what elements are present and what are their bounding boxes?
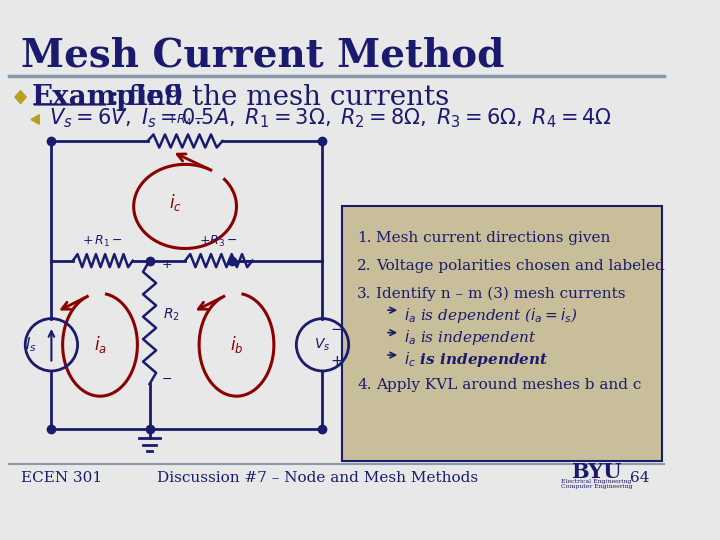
FancyBboxPatch shape xyxy=(342,206,662,461)
Text: : find the mesh currents: : find the mesh currents xyxy=(110,84,449,111)
Text: $i_a$: $i_a$ xyxy=(94,334,107,355)
Text: $R_2$: $R_2$ xyxy=(163,307,179,323)
Text: 2.: 2. xyxy=(357,259,372,273)
Text: ECEN 301: ECEN 301 xyxy=(21,470,102,484)
Text: $-$: $-$ xyxy=(161,372,172,385)
Text: $-$: $-$ xyxy=(330,321,343,335)
Text: $+R_4-$: $+R_4-$ xyxy=(166,113,204,128)
Text: BYU: BYU xyxy=(571,462,621,482)
Text: Mesh Current Method: Mesh Current Method xyxy=(21,36,504,74)
Text: $i_c$ is independent: $i_c$ is independent xyxy=(404,350,549,369)
Text: $i_a$ is independent: $i_a$ is independent xyxy=(404,328,536,347)
Text: $i_c$: $i_c$ xyxy=(169,192,182,213)
Text: 64: 64 xyxy=(630,470,649,484)
Text: Identify n – m (3) mesh currents: Identify n – m (3) mesh currents xyxy=(376,287,625,301)
Text: 4.: 4. xyxy=(357,379,372,393)
Text: 3.: 3. xyxy=(357,287,372,301)
Text: $+\,R_1-$: $+\,R_1-$ xyxy=(83,234,123,249)
Text: $+$: $+$ xyxy=(330,355,343,369)
Text: 1.: 1. xyxy=(357,231,372,245)
Text: Example9: Example9 xyxy=(32,84,184,111)
Text: $+R_3-$: $+R_3-$ xyxy=(199,234,238,249)
Text: Mesh current directions given: Mesh current directions given xyxy=(376,231,610,245)
Text: $+$: $+$ xyxy=(161,258,172,271)
Text: $I_s$: $I_s$ xyxy=(24,335,37,354)
Polygon shape xyxy=(15,91,26,104)
Text: $V_s$: $V_s$ xyxy=(315,336,330,353)
Text: Apply KVL around meshes b and c: Apply KVL around meshes b and c xyxy=(376,379,641,393)
Text: $V_s = 6V,\; I_s = 0.5A,\; R_1 = 3\Omega,\; R_2 = 8\Omega,\; R_3 = 6\Omega,\; R_: $V_s = 6V,\; I_s = 0.5A,\; R_1 = 3\Omega… xyxy=(49,107,612,130)
Text: Voltage polarities chosen and labeled: Voltage polarities chosen and labeled xyxy=(376,259,665,273)
Text: Discussion #7 – Node and Mesh Methods: Discussion #7 – Node and Mesh Methods xyxy=(157,470,478,484)
Text: $i_a$ is dependent ($i_a = i_s$): $i_a$ is dependent ($i_a = i_s$) xyxy=(404,306,578,325)
Text: $i_b$: $i_b$ xyxy=(230,334,243,355)
Text: Electrical Engineering
Computer Engineering: Electrical Engineering Computer Engineer… xyxy=(561,478,632,489)
